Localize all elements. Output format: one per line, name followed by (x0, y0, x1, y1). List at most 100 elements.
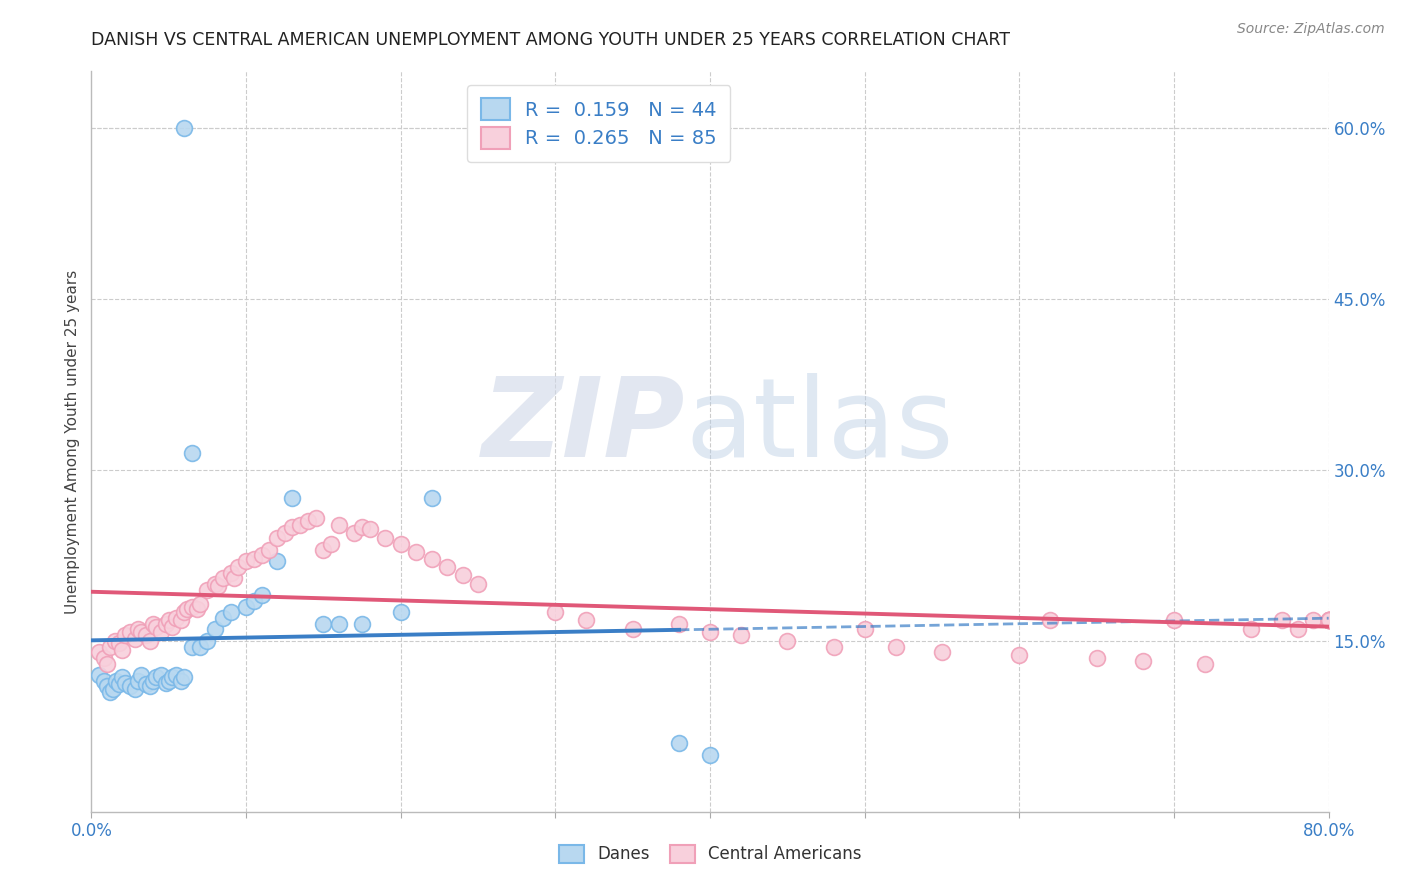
Point (114, 676, 136, 690)
Point (328, 616, 350, 631)
Point (823, 640, 845, 654)
Point (1302, 613, 1324, 627)
Point (124, 632, 146, 646)
Point (312, 542, 335, 557)
Point (114, 628, 136, 642)
Point (204, 577, 226, 591)
Point (1317, 613, 1340, 627)
Point (235, 599, 257, 614)
Point (195, 582, 219, 597)
Point (281, 491, 304, 506)
Point (111, 670, 134, 684)
Point (188, 598, 211, 612)
Point (166, 611, 188, 625)
Point (129, 624, 152, 639)
Point (139, 633, 162, 648)
Point (853, 623, 876, 637)
Point (104, 633, 127, 648)
Point (242, 552, 264, 566)
Point (108, 636, 131, 650)
Point (87, 645, 111, 659)
Point (127, 673, 149, 688)
Point (266, 554, 288, 568)
Point (93, 651, 115, 665)
Point (1317, 613, 1340, 627)
Point (420, 552, 443, 566)
Point (150, 668, 172, 682)
Point (699, 747, 721, 762)
Point (127, 623, 149, 637)
Point (1240, 623, 1263, 637)
Point (180, 640, 202, 654)
Point (139, 680, 162, 694)
Point (250, 588, 273, 602)
Point (195, 633, 219, 648)
Point (222, 571, 245, 585)
Point (730, 628, 752, 642)
Point (188, 640, 211, 654)
Point (150, 624, 172, 639)
Point (145, 620, 167, 634)
Point (405, 545, 427, 559)
Point (170, 613, 193, 627)
Point (120, 680, 141, 694)
Point (108, 677, 131, 691)
Point (211, 611, 233, 625)
Point (204, 623, 226, 637)
Point (1317, 613, 1340, 627)
Point (1163, 613, 1185, 627)
Point (343, 525, 366, 540)
Point (1317, 613, 1340, 627)
Point (884, 640, 907, 654)
Point (1194, 657, 1216, 671)
Point (242, 594, 264, 608)
Point (259, 542, 281, 557)
Point (157, 673, 180, 688)
Text: ZIP: ZIP (482, 373, 685, 480)
Point (321, 537, 343, 551)
Point (96, 680, 118, 694)
Point (312, 616, 335, 631)
Point (145, 670, 167, 684)
Point (129, 668, 152, 682)
Point (1317, 613, 1340, 627)
Point (219, 606, 242, 620)
Point (105, 673, 128, 688)
Point (207, 579, 229, 593)
Point (621, 623, 644, 637)
Point (297, 514, 319, 528)
Point (931, 645, 953, 659)
Point (290, 517, 312, 532)
Point (219, 566, 242, 580)
Point (155, 616, 177, 631)
Point (1132, 654, 1154, 668)
Point (186, 602, 208, 616)
Y-axis label: Unemployment Among Youth under 25 years: Unemployment Among Youth under 25 years (65, 269, 80, 614)
Point (173, 670, 195, 684)
Point (328, 517, 350, 532)
Point (124, 681, 146, 696)
Point (250, 549, 273, 563)
Point (1085, 651, 1108, 665)
Point (120, 624, 141, 639)
Point (420, 491, 443, 506)
Point (1039, 613, 1062, 627)
Point (135, 677, 157, 691)
Point (1286, 623, 1309, 637)
Point (436, 559, 458, 574)
Point (467, 577, 489, 591)
Text: Source: ZipAtlas.com: Source: ZipAtlas.com (1237, 22, 1385, 37)
Point (575, 613, 598, 627)
Point (374, 532, 396, 546)
Point (668, 616, 690, 631)
Point (389, 537, 412, 551)
Point (101, 681, 124, 696)
Point (235, 554, 257, 568)
Point (142, 616, 165, 631)
Point (180, 599, 202, 614)
Point (1317, 613, 1340, 627)
Point (304, 511, 326, 525)
Legend: Danes, Central Americans: Danes, Central Americans (553, 838, 868, 870)
Text: atlas: atlas (685, 373, 953, 480)
Point (135, 628, 157, 642)
